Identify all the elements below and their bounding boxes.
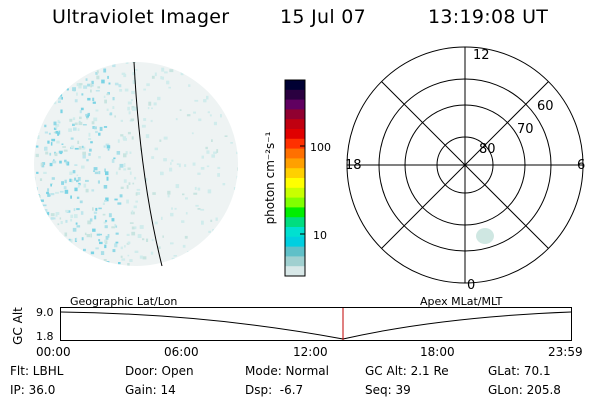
colorbar-segment [285, 158, 305, 169]
mode-value: Mode: Normal [245, 364, 329, 378]
geographic-image [34, 61, 238, 267]
colorbar-frame [284, 79, 306, 277]
colorbar-segment [285, 129, 305, 140]
lat-label-80: 80 [479, 142, 496, 157]
colorbar-segment [285, 138, 305, 150]
colorbar-segment [285, 168, 305, 179]
timeline-x-tick-4: 23:59 [548, 345, 583, 359]
colorbar-tick-label-100: 100 [310, 141, 331, 154]
gain-value: Gain: 14 [125, 383, 176, 397]
auroral-spot [476, 228, 494, 244]
timeline-x-tick-1: 06:00 [164, 345, 199, 359]
geographic-latitude: GLat: 70.1 [488, 364, 551, 378]
timeline-y-label: GC Alt [11, 307, 25, 345]
timeline-frame [60, 307, 572, 341]
sequence-number: Seq: 39 [365, 383, 411, 397]
colorbar-segment [285, 148, 305, 159]
timeline-x-tick-3: 18:00 [420, 345, 455, 359]
filter-value: Flt: LBHL [10, 364, 64, 378]
colorbar-segment [285, 109, 305, 120]
lat-label-70: 70 [517, 122, 534, 137]
diagonal-line-2 [381, 81, 549, 249]
ip-value: IP: 36.0 [10, 383, 56, 397]
image-disk [34, 62, 238, 266]
colorbar [284, 79, 306, 277]
colorbar-segment [285, 99, 305, 110]
colorbar-unit-label: photon cm⁻²s⁻¹ [263, 131, 277, 225]
colorbar-segment [285, 178, 305, 189]
terminator-line [133, 61, 163, 267]
colorbar-segment [285, 217, 305, 228]
timeline-y-tick-high: 9.0 [36, 306, 54, 319]
observation-time: 13:19:08 UT [428, 6, 549, 28]
colorbar-segment [285, 119, 305, 130]
colorbar-segment [285, 187, 305, 199]
colorbar-segment [285, 266, 305, 277]
altitude-curve [60, 311, 572, 340]
colorbar-segment [285, 246, 305, 257]
gc-altitude: GC Alt: 2.1 Re [365, 364, 449, 378]
mlt-label-12: 12 [473, 48, 490, 63]
mlt-label-6: 6 [577, 158, 585, 173]
colorbar-segment [285, 256, 305, 267]
timeline-x-tick-2: 12:00 [293, 345, 328, 359]
lat-label-60: 60 [537, 99, 554, 114]
colorbar-segment [285, 236, 305, 248]
colorbar-tick-label-10: 10 [313, 229, 327, 242]
colorbar-segment [285, 80, 305, 91]
dsp-value: Dsp: -6.7 [245, 383, 304, 397]
timeline-x-tick-0: 00:00 [36, 345, 71, 359]
door-status: Door: Open [125, 364, 194, 378]
polar-plot: 12 18 6 0 60 70 80 [345, 46, 585, 293]
altitude-timeline [60, 307, 572, 341]
timeline-y-tick-low: 1.8 [36, 330, 54, 343]
mlt-label-18: 18 [345, 158, 362, 173]
colorbar-segment [285, 89, 305, 101]
geographic-longitude: GLon: 205.8 [488, 383, 561, 397]
timeline-left-label: Geographic Lat/Lon [70, 295, 178, 308]
timeline-right-label: Apex MLat/MLT [420, 295, 503, 308]
colorbar-segment [285, 197, 305, 208]
observation-date: 15 Jul 07 [280, 6, 367, 28]
colorbar-segment [285, 227, 305, 238]
mlt-label-0: 0 [467, 278, 475, 293]
app-title: Ultraviolet Imager [52, 6, 230, 28]
colorbar-segment [285, 207, 305, 218]
